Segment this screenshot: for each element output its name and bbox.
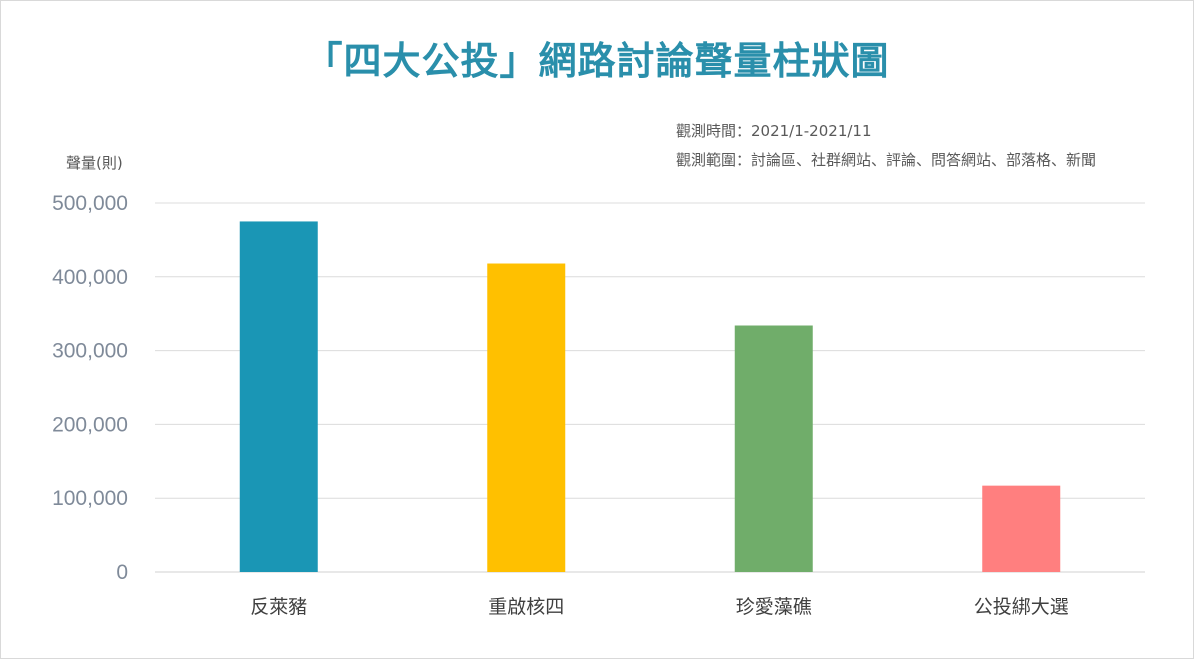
y-axis-label: 聲量(則) bbox=[66, 154, 123, 172]
y-axis-ticks: 0 100,000 200,000 300,000 400,000 500,000 bbox=[52, 192, 128, 584]
bar bbox=[239, 221, 318, 572]
observation-scope-note: 觀測範圍：討論區、社群網站、評論、問答網站、部落格、新聞 bbox=[676, 151, 1097, 169]
y-tick-label: 300,000 bbox=[52, 340, 128, 363]
x-axis-categories: 反萊豬 重啟核四 珍愛藻礁 公投綁大選 bbox=[250, 596, 1069, 618]
x-category-label: 公投綁大選 bbox=[974, 596, 1069, 618]
y-tick-label: 100,000 bbox=[52, 487, 128, 510]
chart-title: 「四大公投」網路討論聲量柱狀圖 bbox=[304, 39, 890, 83]
y-tick-label: 200,000 bbox=[52, 413, 128, 436]
y-tick-label: 500,000 bbox=[52, 192, 128, 215]
x-category-label: 珍愛藻礁 bbox=[736, 596, 812, 618]
gridlines bbox=[155, 202, 1145, 573]
bar bbox=[982, 485, 1061, 572]
y-tick-label: 400,000 bbox=[52, 266, 128, 289]
x-category-label: 反萊豬 bbox=[250, 596, 307, 618]
bar bbox=[487, 263, 566, 572]
bars bbox=[239, 221, 1061, 572]
y-tick-label: 0 bbox=[116, 561, 128, 584]
observation-period-note: 觀測時間：2021/1-2021/11 bbox=[676, 122, 872, 140]
bar bbox=[734, 325, 813, 572]
x-category-label: 重啟核四 bbox=[488, 596, 564, 618]
